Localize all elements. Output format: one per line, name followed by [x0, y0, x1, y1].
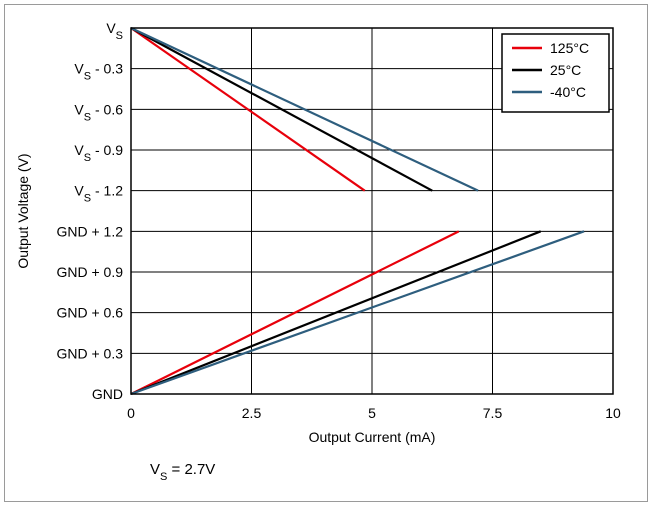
x-tick-labels: 0 2.5 5 7.5 10: [127, 405, 621, 421]
x-tick-label: 7.5: [483, 405, 503, 421]
x-axis-label: Output Current (mA): [309, 429, 436, 445]
y-tick-label: GND + 0.6: [56, 305, 123, 321]
legend-label: -40°C: [550, 84, 586, 100]
series-line-source: [130, 27, 479, 192]
series-group: [130, 27, 585, 396]
y-tick-label: VS - 0.3: [74, 61, 123, 83]
y-tick-label: VS - 0.6: [74, 101, 123, 123]
legend-label: 25°C: [550, 62, 581, 78]
y-tick-labels: GND GND + 0.3 GND + 0.6 GND + 0.9 GND + 1.2 V…: [56, 20, 123, 402]
y-tick-label: GND: [92, 386, 123, 402]
legend: 125°C 25°C -40°C: [501, 33, 610, 113]
y-tick-label: VS: [106, 20, 123, 42]
y-tick-label: VS - 1.2: [74, 183, 123, 205]
y-tick-label: GND + 0.3: [56, 345, 123, 361]
series-line-source: [130, 27, 433, 192]
x-tick-label: 2.5: [242, 405, 262, 421]
x-tick-label: 5: [368, 405, 376, 421]
x-tick-label: 0: [127, 405, 135, 421]
y-tick-label: VS - 0.9: [74, 142, 123, 164]
series-line-source: [130, 27, 366, 192]
legend-label: 125°C: [550, 40, 589, 56]
y-tick-label: GND + 0.9: [56, 264, 123, 280]
series-line-sink: [130, 230, 585, 396]
supply-voltage-note: VS = 2.7V: [150, 461, 215, 483]
x-tick-label: 10: [605, 405, 621, 421]
y-tick-label: GND + 1.2: [56, 223, 123, 239]
plot-border: [130, 27, 614, 395]
y-axis-label: Output Voltage (V): [15, 153, 31, 268]
series-line-sink: [130, 230, 542, 396]
